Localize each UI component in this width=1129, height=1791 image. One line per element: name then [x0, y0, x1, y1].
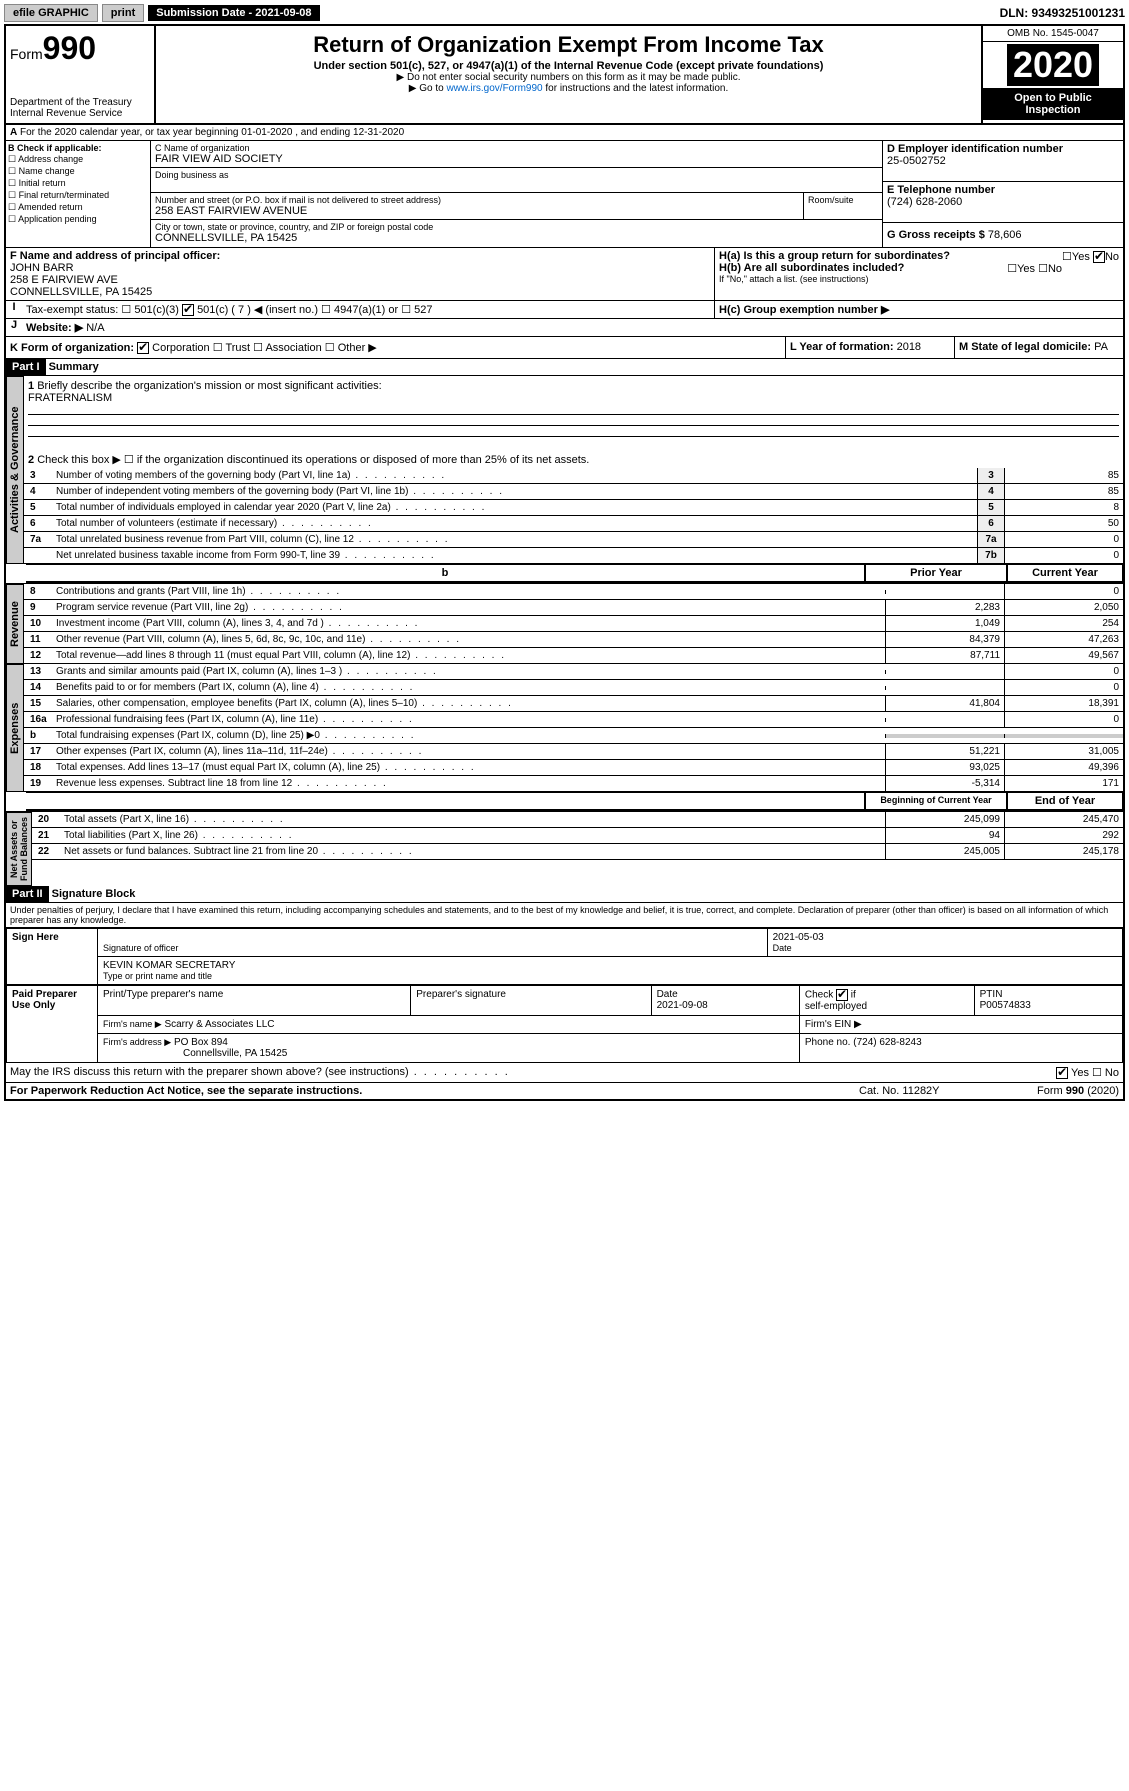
- tax-year: 2020: [1007, 44, 1099, 86]
- section-b: B Check if applicable: ☐ Address change …: [6, 141, 151, 247]
- section-f: F Name and address of principal officer:…: [6, 248, 715, 300]
- preparer-table: Paid Preparer Use Only Print/Type prepar…: [6, 985, 1123, 1063]
- q1: 1 Briefly describe the organization's mi…: [24, 376, 1123, 451]
- irs-link[interactable]: www.irs.gov/Form990: [446, 83, 542, 94]
- section-i: Tax-exempt status: ☐ 501(c)(3) 501(c) ( …: [22, 301, 714, 318]
- perjury-text: Under penalties of perjury, I declare th…: [6, 903, 1123, 928]
- discuss-question: May the IRS discuss this return with the…: [10, 1066, 1056, 1079]
- top-toolbar: efile GRAPHIC print Submission Date - 20…: [4, 4, 1125, 22]
- section-hc: H(c) Group exemption number ▶: [714, 301, 1123, 318]
- efile-button[interactable]: efile GRAPHIC: [4, 4, 98, 22]
- row-i: I: [6, 301, 22, 318]
- note-link: ▶ Go to www.irs.gov/Form990 for instruct…: [160, 83, 977, 94]
- row-j: J: [6, 319, 22, 336]
- print-button[interactable]: print: [102, 4, 144, 22]
- section-a-period: A For the 2020 calendar year, or tax yea…: [6, 125, 1123, 141]
- form-container: Form990 Department of the TreasuryIntern…: [4, 24, 1125, 1101]
- form-number: 990: [43, 30, 96, 66]
- form-title: Return of Organization Exempt From Incom…: [160, 32, 977, 58]
- vtab-expenses: Expenses: [6, 664, 24, 792]
- submission-date: Submission Date - 2021-09-08: [148, 5, 319, 21]
- part2-header: Part II: [6, 886, 49, 902]
- part1-header: Part I: [6, 359, 46, 375]
- section-h: H(a) Is this a group return for subordin…: [715, 248, 1123, 300]
- vtab-revenue: Revenue: [6, 584, 24, 664]
- form-prefix: Form: [10, 46, 43, 62]
- q2: 2 Check this box ▶ ☐ if the organization…: [24, 451, 1123, 468]
- signature-table: Sign Here Signature of officer 2021-05-0…: [6, 928, 1123, 985]
- vtab-netassets: Net Assets orFund Balances: [6, 812, 32, 886]
- form-subtitle: Under section 501(c), 527, or 4947(a)(1)…: [160, 60, 977, 72]
- open-public: Open to Public Inspection: [983, 88, 1123, 120]
- section-k: K Form of organization: Corporation ☐ Tr…: [6, 337, 785, 358]
- dept-treasury: Department of the TreasuryInternal Reven…: [10, 97, 150, 119]
- vtab-governance: Activities & Governance: [6, 376, 24, 564]
- omb-number: OMB No. 1545-0047: [983, 26, 1123, 42]
- col-blank: b: [26, 564, 865, 582]
- right-info: D Employer identification number 25-0502…: [882, 141, 1123, 247]
- note-ssn: ▶ Do not enter social security numbers o…: [160, 72, 977, 83]
- dln: DLN: 93493251001231: [1000, 6, 1125, 20]
- section-c: C Name of organization FAIR VIEW AID SOC…: [151, 141, 882, 247]
